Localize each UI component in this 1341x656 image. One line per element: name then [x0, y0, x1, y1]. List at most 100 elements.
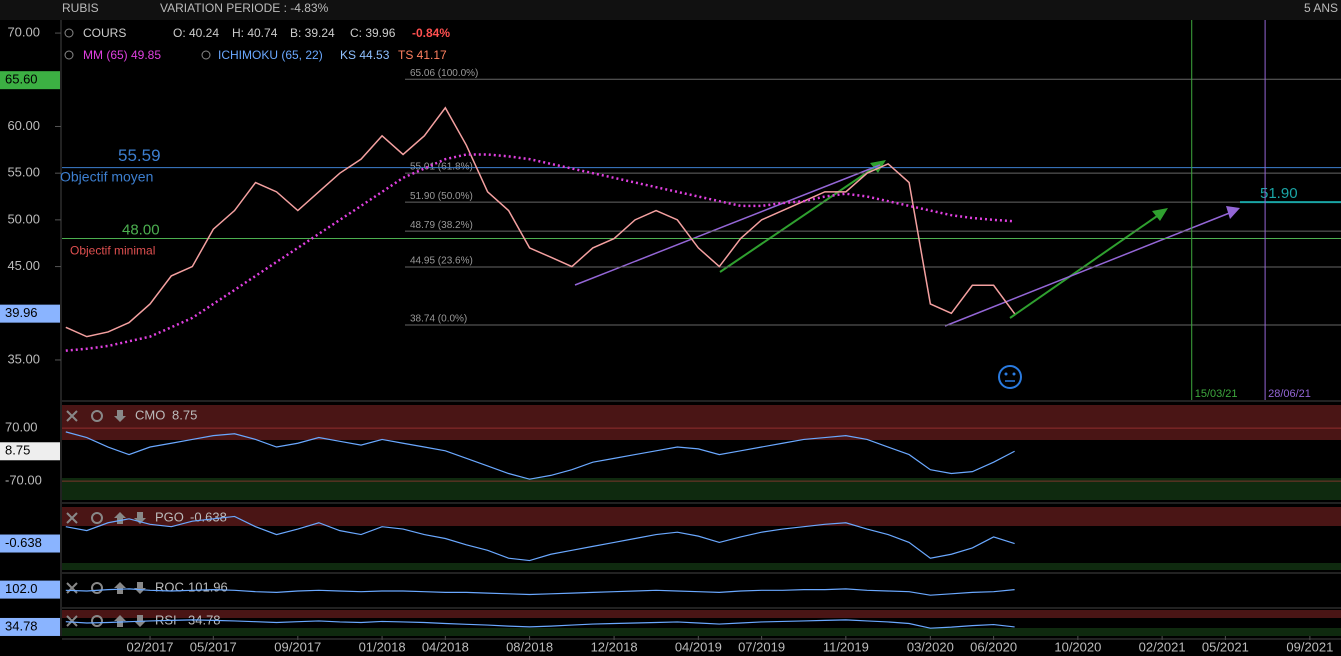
price-line — [65, 106, 1016, 338]
legend-item: B: 39.24 — [290, 26, 335, 40]
value-badge — [0, 71, 60, 90]
badge-label: 8.75 — [5, 443, 30, 458]
indicator-line — [65, 431, 1015, 480]
move-down-icon — [134, 582, 146, 594]
x-tick-label: 09/2021 — [1286, 639, 1333, 654]
x-tick-label: 09/2017 — [274, 639, 321, 654]
x-tick-label: 01/2018 — [359, 639, 406, 654]
ticker: RUBIS — [62, 1, 99, 15]
close-icon — [66, 615, 78, 627]
value-badge — [0, 304, 60, 323]
y-tick-label: 35.00 — [7, 351, 40, 366]
smiley-eye — [1012, 372, 1016, 376]
badge-label: 102.0 — [5, 581, 38, 596]
fibonacci-label: 51.90 (50.0%) — [410, 191, 473, 202]
fibonacci-label: 48.79 (38.2%) — [410, 220, 473, 231]
move-down-icon — [114, 410, 126, 422]
y-tick-label: 50.00 — [7, 211, 40, 226]
target-label: 51.90 — [1260, 185, 1298, 202]
objective-note: Objectif minimal — [70, 244, 155, 258]
overbought-band — [62, 405, 1341, 440]
x-tick-label: 02/2021 — [1139, 639, 1186, 654]
badge-label: -0.638 — [5, 535, 42, 550]
indicator-name: PGO — [155, 509, 184, 524]
y-tick-label: 60.00 — [7, 118, 40, 133]
indicator-value: -0.638 — [190, 509, 227, 524]
smiley-eye — [1004, 372, 1008, 376]
gear-icon — [91, 512, 103, 524]
fibonacci-label: 65.06 (100.0%) — [410, 68, 478, 79]
x-tick-label: 05/2017 — [190, 639, 237, 654]
annotations — [574, 160, 1240, 389]
arrow-head — [1226, 206, 1240, 219]
legend-item: O: 40.24 — [173, 26, 219, 40]
trend-line — [574, 164, 881, 286]
gear-icon — [91, 410, 103, 422]
value-badge — [0, 442, 60, 461]
x-tick-label: 08/2018 — [506, 639, 553, 654]
x-tick-label: 11/2019 — [823, 639, 869, 654]
legend-item: MM (65) 49.85 — [83, 48, 161, 62]
objective-note: Objectif moyen — [60, 168, 153, 184]
gear-icon — [91, 582, 103, 594]
indicator-value: 8.75 — [172, 407, 197, 422]
moving-average — [65, 153, 1015, 352]
y-tick-label: 70.00 — [5, 420, 38, 435]
date-label: 15/03/21 — [1195, 388, 1238, 400]
header-bar — [0, 0, 1341, 20]
legend-item: -0.84% — [412, 26, 450, 40]
trend-arrow — [719, 164, 879, 273]
legend-item: C: 39.96 — [350, 26, 396, 40]
oversold-band — [62, 628, 1341, 636]
x-tick-label: 04/2019 — [675, 639, 722, 654]
period[interactable]: 5 ANS — [1304, 1, 1338, 15]
fibonacci-label: 44.95 (23.6%) — [410, 256, 473, 267]
badge-label: 34.78 — [5, 618, 38, 633]
gear-icon — [91, 615, 103, 627]
gear-icon[interactable] — [201, 50, 211, 60]
overbought-band — [62, 507, 1341, 526]
y-tick-label: 55.00 — [7, 165, 40, 180]
indicator-line — [65, 515, 1015, 562]
y-tick-label: 45.00 — [7, 258, 40, 273]
objective-value: 48.00 — [122, 222, 160, 239]
value-badge — [0, 580, 60, 599]
legend-item: TS 41.17 — [398, 48, 447, 62]
fibonacci-label: 38.74 (0.0%) — [410, 314, 467, 325]
legend-item: COURS — [83, 26, 126, 40]
badge-label: 65.60 — [5, 72, 38, 87]
x-tick-label: 07/2019 — [738, 639, 785, 654]
oversold-band — [62, 563, 1341, 570]
indicator-value: 101.96 — [188, 579, 228, 594]
legend-item: ICHIMOKU (65, 22) — [218, 48, 323, 62]
gear-icon[interactable] — [64, 50, 74, 60]
objective-value: 55.59 — [118, 146, 161, 165]
legend-item: KS 44.53 — [340, 48, 390, 62]
y-tick-label: 70.00 — [7, 25, 40, 40]
indicator-name: ROC — [155, 579, 184, 594]
x-tick-label: 12/2018 — [591, 639, 638, 654]
legend-icons — [64, 28, 211, 60]
indicator-name: CMO — [135, 407, 165, 422]
badge-label: 39.96 — [5, 305, 38, 320]
indicator-line — [65, 588, 1015, 596]
smiley-icon[interactable] — [998, 365, 1022, 389]
x-tick-label: 02/2017 — [127, 639, 174, 654]
date-label: 28/06/21 — [1268, 388, 1311, 400]
indicator-line — [65, 619, 1015, 629]
oversold-band — [62, 478, 1341, 500]
x-tick-label: 03/2020 — [907, 639, 954, 654]
y-tick-label: -70.00 — [5, 473, 42, 488]
x-tick-label: 10/2020 — [1054, 639, 1101, 654]
move-up-icon — [114, 615, 126, 627]
variation: VARIATION PERIODE : -4.83% — [160, 1, 329, 15]
x-tick-label: 06/2020 — [970, 639, 1017, 654]
legend-item: H: 40.74 — [232, 26, 278, 40]
close-icon — [66, 512, 78, 524]
overbought-band — [62, 610, 1341, 618]
gear-icon[interactable] — [64, 28, 74, 38]
x-tick-label: 04/2018 — [422, 639, 469, 654]
move-up-icon — [114, 582, 126, 594]
